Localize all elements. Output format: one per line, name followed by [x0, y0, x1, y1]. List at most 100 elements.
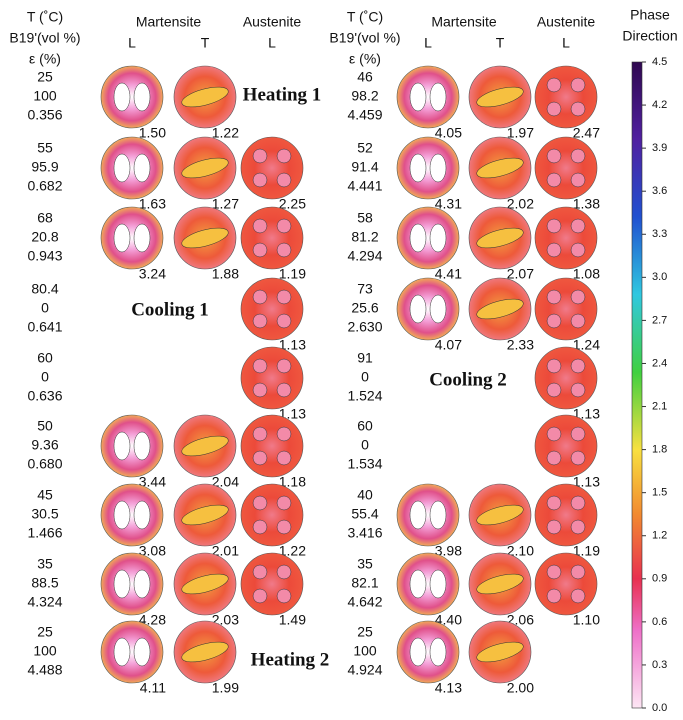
- header-param: B19'(vol %): [9, 30, 80, 46]
- row-param: 55: [37, 140, 53, 156]
- pole-feature: [277, 451, 291, 465]
- row-param: 4.924: [347, 662, 382, 678]
- pole-feature: [134, 432, 150, 460]
- pole-feature: [253, 520, 267, 534]
- pole-feature: [277, 565, 291, 579]
- pole-feature: [571, 589, 585, 603]
- header-param: ε (%): [29, 51, 61, 67]
- row-param: 46: [357, 69, 373, 85]
- pole-feature: [571, 451, 585, 465]
- pole-feature: [410, 83, 426, 111]
- header-direction: T: [201, 35, 210, 51]
- row-param: 0: [361, 369, 369, 385]
- pole-feature: [277, 427, 291, 441]
- pole-feature: [134, 154, 150, 182]
- pole-feature: [430, 154, 446, 182]
- row-param: 100: [33, 643, 57, 659]
- pole-feature: [114, 638, 130, 666]
- pole-feature: [547, 383, 561, 397]
- pole-figure: [397, 207, 459, 269]
- pole-max: 1.08: [573, 266, 600, 282]
- pole-feature: [571, 78, 585, 92]
- pole-feature: [571, 290, 585, 304]
- pole-feature: [547, 78, 561, 92]
- pole-figure: [397, 484, 459, 546]
- pole-figure: [241, 484, 303, 546]
- colorbar-tick-label: 4.5: [652, 56, 667, 68]
- row-param: 58: [357, 210, 373, 226]
- row-param: 73: [357, 281, 373, 297]
- pole-feature: [253, 243, 267, 257]
- row-param: 4.324: [27, 594, 62, 610]
- row-param: 2.630: [347, 319, 382, 335]
- annotation: Heating 2: [251, 649, 330, 670]
- pole-feature: [134, 83, 150, 111]
- row-param: 0.641: [27, 319, 62, 335]
- row-param: 0.636: [27, 388, 62, 404]
- pole-figure: [101, 621, 163, 683]
- row-param: 55.4: [351, 506, 378, 522]
- row-param: 91: [357, 350, 373, 366]
- row-param: 52: [357, 140, 373, 156]
- pole-feature: [571, 314, 585, 328]
- pole-feature: [253, 290, 267, 304]
- row-param: 0.682: [27, 178, 62, 194]
- row-param: 100: [33, 88, 57, 104]
- pole-feature: [253, 565, 267, 579]
- header-martensite: Martensite: [431, 14, 497, 30]
- pole-figure: [535, 553, 597, 615]
- pole-figure: [241, 278, 303, 340]
- pole-max: 1.97: [507, 125, 534, 141]
- colorbar-tick-label: 3.6: [652, 185, 667, 197]
- colorbar-tick-label: 1.5: [652, 487, 667, 499]
- pole-feature: [410, 224, 426, 252]
- header-param: T (˚C): [27, 9, 63, 25]
- colorbar-title: Phase: [630, 7, 670, 23]
- colorbar-tick-label: 0.6: [652, 616, 667, 628]
- pole-max: 2.00: [507, 680, 534, 696]
- pole-figure: [397, 66, 459, 128]
- row-param: 81.2: [351, 229, 378, 245]
- colorbar: [632, 62, 642, 708]
- pole-feature: [410, 501, 426, 529]
- row-param: 4.459: [347, 107, 382, 123]
- row-param: 0.943: [27, 248, 62, 264]
- pole-feature: [547, 290, 561, 304]
- pole-feature: [114, 570, 130, 598]
- pole-feature: [410, 154, 426, 182]
- pole-feature: [277, 496, 291, 510]
- pole-figure: [397, 278, 459, 340]
- row-param: 30.5: [31, 506, 58, 522]
- pole-feature: [253, 383, 267, 397]
- pole-max: 1.88: [212, 266, 239, 282]
- colorbar-tick-label: 2.4: [652, 357, 667, 369]
- pole-feature: [571, 565, 585, 579]
- pole-feature: [547, 314, 561, 328]
- pole-feature: [430, 224, 446, 252]
- pole-feature: [571, 149, 585, 163]
- pole-feature: [571, 496, 585, 510]
- pole-feature: [277, 383, 291, 397]
- pole-feature: [253, 314, 267, 328]
- pole-figure: [535, 347, 597, 409]
- row-param: 0: [41, 369, 49, 385]
- pole-feature: [571, 427, 585, 441]
- pole-feature: [547, 565, 561, 579]
- pole-feature: [134, 224, 150, 252]
- pole-feature: [134, 501, 150, 529]
- colorbar-tick-label: 2.1: [652, 400, 667, 412]
- pole-figure: [241, 137, 303, 199]
- pole-figure: [101, 484, 163, 546]
- colorbar-tick-label: 3.9: [652, 142, 667, 154]
- pole-feature: [114, 501, 130, 529]
- colorbar-tick-label: 4.2: [652, 99, 667, 111]
- pole-max: 1.50: [139, 125, 166, 141]
- pole-feature: [277, 243, 291, 257]
- pole-feature: [547, 243, 561, 257]
- pole-feature: [134, 570, 150, 598]
- pole-figure: [241, 207, 303, 269]
- row-param: 25: [357, 624, 373, 640]
- pole-feature: [253, 149, 267, 163]
- colorbar-tick-label: 1.2: [652, 530, 667, 542]
- pole-feature: [253, 451, 267, 465]
